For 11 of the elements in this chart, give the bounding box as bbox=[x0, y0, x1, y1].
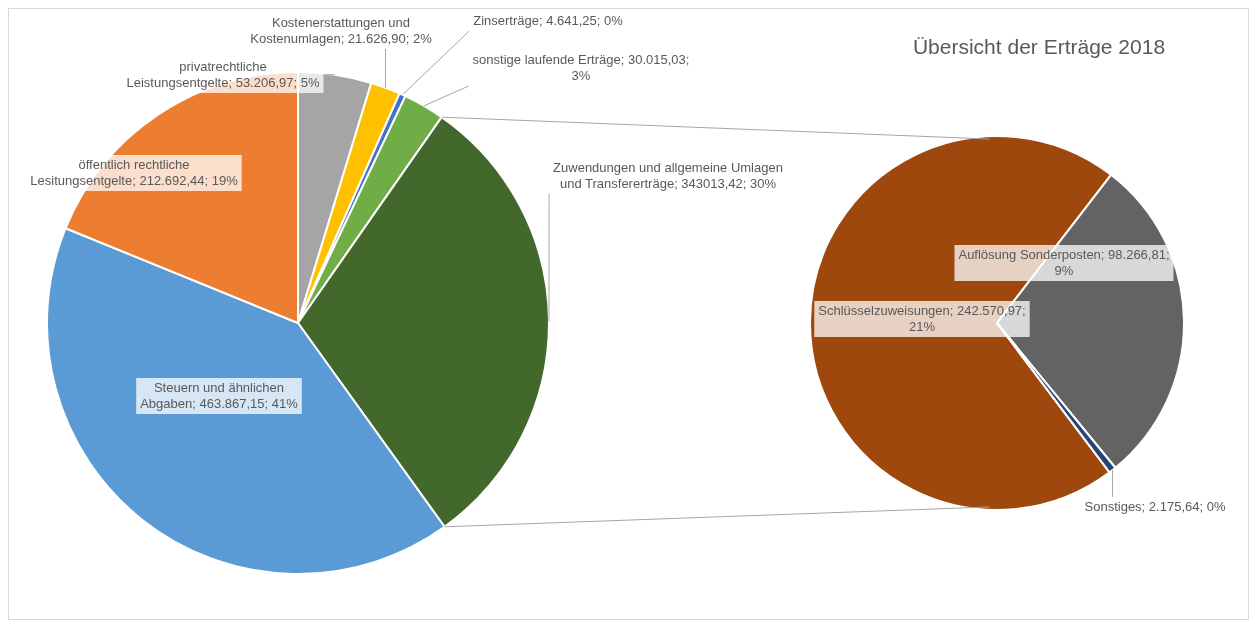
slice-label: Zuwendungen und allgemeine Umlagen und Transfererträge; 343013,42; 30% bbox=[553, 159, 783, 191]
slice-label: öffentlich rechtliche Lesitungsentgelte; 212.692,44; 19% bbox=[30, 156, 239, 188]
slice-label: Auflösung Sonderposten; 98.266,81; 9% bbox=[958, 246, 1170, 278]
slice-label: privatrechtliche Leistungsentgelte; 53.206,97; 5% bbox=[126, 58, 320, 90]
slice-label: Kostenerstattungen und Kostenumlagen; 21.626,90; 2% bbox=[250, 14, 433, 46]
slice-label: Schlüsselzuweisungen; 242.570,97; 21% bbox=[818, 302, 1026, 334]
text: Übersicht der Erträge 2018 bbox=[911, 35, 1167, 59]
slice-label: Zinserträge; 4.641,25; 0% bbox=[473, 12, 624, 28]
slice-label: sonstige laufende Erträge; 30.015,03; 3% bbox=[472, 51, 690, 83]
slice-label: Sonstiges; 2.175,64; 0% bbox=[1084, 498, 1226, 514]
slice-label: Steuern und ähnlichen Abgaben; 463.867,15; 41% bbox=[140, 379, 299, 411]
